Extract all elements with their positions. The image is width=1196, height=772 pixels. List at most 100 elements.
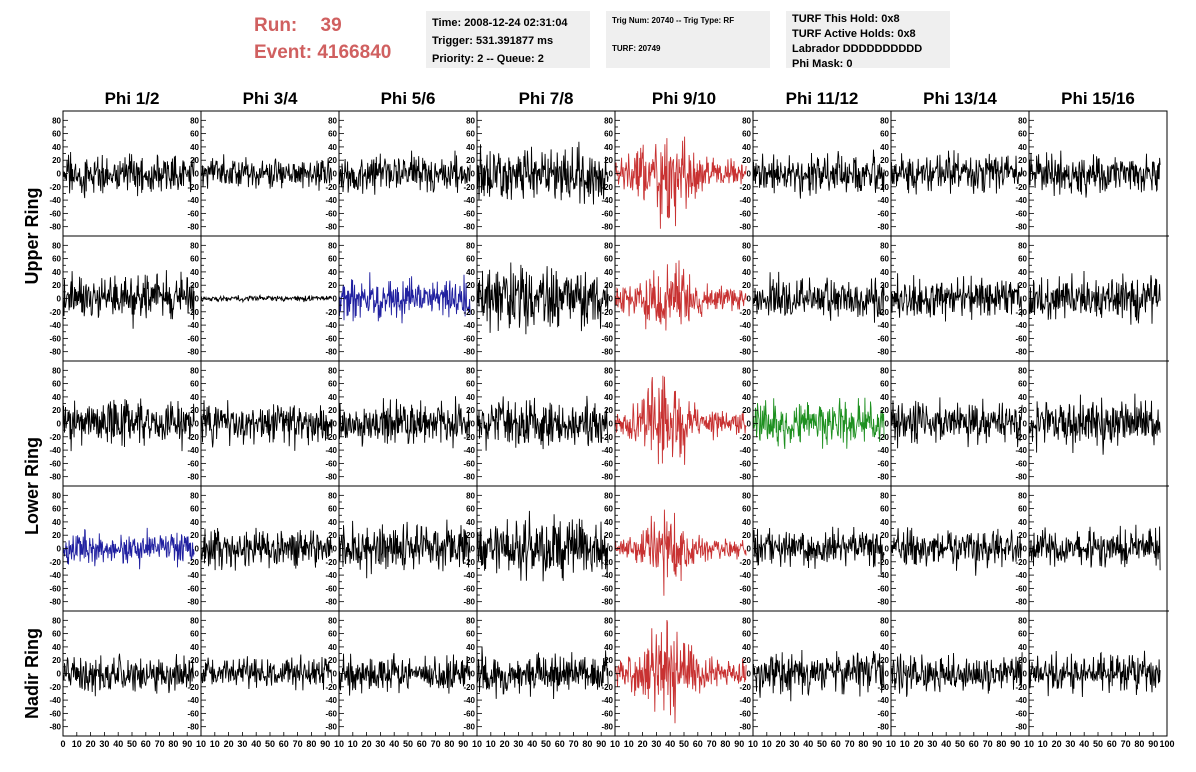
panel-frame — [614, 360, 754, 487]
y-tick-label: 60 — [466, 380, 475, 389]
waveform-trace — [338, 653, 471, 696]
waveform-trace — [476, 395, 609, 451]
y-tick-label: 0 — [195, 295, 200, 304]
x-tick-label: 100 — [1159, 739, 1174, 749]
y-tick-label: 0 — [609, 295, 614, 304]
y-tick-label: -60 — [187, 584, 199, 593]
y-tick-label: 40 — [190, 143, 199, 152]
y-tick-label: -60 — [601, 334, 613, 343]
y-tick-label: -40 — [325, 446, 337, 455]
y-tick-label: -20 — [187, 183, 199, 192]
waveform-trace — [476, 262, 609, 335]
y-tick-label: -20 — [187, 308, 199, 317]
waveform-trace — [200, 294, 333, 304]
x-tick-label: 60 — [831, 739, 841, 749]
x-tick-label: 70 — [293, 739, 303, 749]
trig-num-line: Trig Num: 20740 -- Trig Type: RF — [612, 16, 735, 25]
y-tick-label: -20 — [463, 683, 475, 692]
y-tick-label: 0 — [57, 420, 62, 429]
x-tick-label: 60 — [693, 739, 703, 749]
y-tick-label: 40 — [1018, 643, 1027, 652]
y-tick-label: -80 — [1015, 473, 1027, 482]
y-tick-label: 0 — [195, 420, 200, 429]
y-tick-label: -60 — [187, 209, 199, 218]
y-tick-label: -40 — [1015, 196, 1027, 205]
y-tick-label: 40 — [466, 393, 475, 402]
x-tick-label: 30 — [237, 739, 247, 749]
y-tick-label: 0 — [1023, 670, 1028, 679]
y-tick-label: -40 — [463, 696, 475, 705]
y-tick-label: -60 — [1015, 459, 1027, 468]
run-value: 39 — [320, 15, 342, 36]
x-tick-label: 20 — [1052, 739, 1062, 749]
y-tick-label: 20 — [466, 531, 475, 540]
trigger-info-box: Trig Num: 20740 -- Trig Type: RF TURF: 2… — [606, 11, 770, 68]
y-tick-label: 0 — [885, 170, 890, 179]
y-tick-label: 80 — [52, 366, 61, 375]
y-tick-label: -40 — [877, 571, 889, 580]
y-tick-label: 0 — [471, 295, 476, 304]
y-tick-label: 20 — [604, 656, 613, 665]
y-tick-label: 80 — [466, 366, 475, 375]
y-tick-label: -40 — [187, 696, 199, 705]
turf-active-line: TURF Active Holds: 0x8 — [792, 28, 916, 40]
y-tick-label: -40 — [187, 571, 199, 580]
y-tick-label: 80 — [742, 116, 751, 125]
waveform-trace — [1028, 270, 1161, 325]
waveform-trace — [476, 141, 609, 205]
y-tick-label: 40 — [1018, 393, 1027, 402]
y-tick-label: -20 — [325, 558, 337, 567]
x-tick-label: 60 — [555, 739, 565, 749]
y-tick-label: -20 — [601, 433, 613, 442]
waveform-trace — [614, 620, 747, 724]
y-tick-label: -60 — [463, 459, 475, 468]
turf-hold-line: TURF This Hold: 0x8 — [792, 13, 900, 25]
y-tick-label: -60 — [601, 209, 613, 218]
x-tick-label: 90 — [182, 739, 192, 749]
x-tick-label: 20 — [500, 739, 510, 749]
y-tick-label: 0 — [57, 545, 62, 554]
y-tick-label: -40 — [49, 696, 61, 705]
y-tick-label: -60 — [739, 209, 751, 218]
y-tick-label: -60 — [877, 584, 889, 593]
y-tick-label: 80 — [328, 491, 337, 500]
waveform-trace — [476, 646, 609, 700]
y-tick-label: 0 — [1023, 295, 1028, 304]
y-tick-label: 40 — [880, 518, 889, 527]
y-tick-label: 60 — [466, 505, 475, 514]
y-tick-label: 80 — [190, 241, 199, 250]
waveform-trace — [338, 150, 471, 195]
y-tick-label: 40 — [52, 393, 61, 402]
y-tick-label: 0 — [333, 545, 338, 554]
y-tick-label: 60 — [466, 255, 475, 264]
y-tick-label: 40 — [742, 393, 751, 402]
y-tick-label: -80 — [325, 223, 337, 232]
y-tick-label: 40 — [190, 643, 199, 652]
y-tick-label: 80 — [190, 366, 199, 375]
y-tick-label: -40 — [739, 446, 751, 455]
y-tick-label: -60 — [1015, 209, 1027, 218]
waveform-trace — [1028, 524, 1161, 571]
waveform-trace — [338, 272, 471, 324]
y-tick-label: 20 — [742, 656, 751, 665]
y-tick-label: -40 — [877, 446, 889, 455]
column-title: Phi 7/8 — [519, 89, 574, 108]
y-tick-label: 60 — [1018, 630, 1027, 639]
x-tick-label: 80 — [306, 739, 316, 749]
y-tick-label: -20 — [877, 683, 889, 692]
y-tick-label: 20 — [466, 656, 475, 665]
y-tick-label: -80 — [187, 223, 199, 232]
y-tick-label: -20 — [49, 433, 61, 442]
y-tick-label: -40 — [739, 696, 751, 705]
x-tick-label: 50 — [955, 739, 965, 749]
y-tick-label: 80 — [1018, 491, 1027, 500]
y-tick-label: 0 — [333, 295, 338, 304]
y-tick-label: 60 — [328, 130, 337, 139]
y-tick-label: -80 — [187, 598, 199, 607]
x-tick-label: 40 — [527, 739, 537, 749]
y-tick-label: 80 — [466, 241, 475, 250]
y-tick-label: 20 — [742, 281, 751, 290]
y-tick-label: -20 — [187, 683, 199, 692]
y-tick-label: 40 — [466, 643, 475, 652]
